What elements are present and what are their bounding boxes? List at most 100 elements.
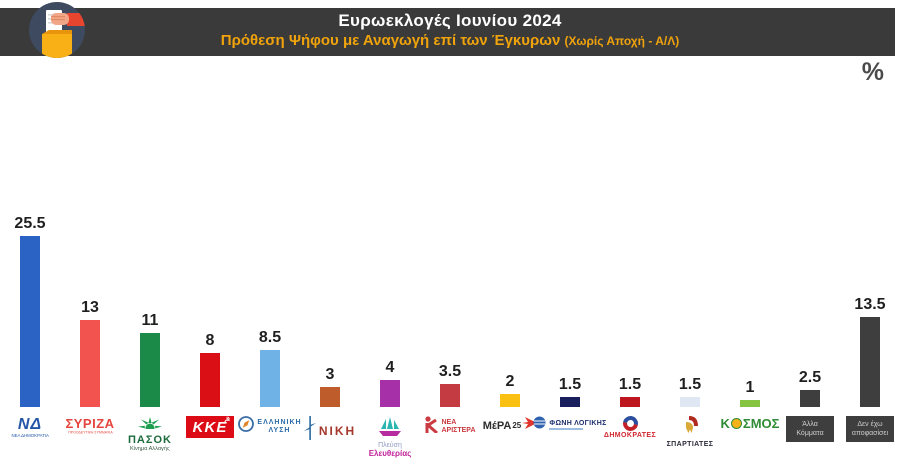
party-column-nd: 25.5 ΝΔ ΝΕΑ ΔΗΜΟΚΡΑΤΙΑ [0,70,60,474]
dimokrates-logo: ΔΗΜΟΚΡΑΤΕΣ [603,413,657,439]
alla-kommata-label: Άλλα Κόμματα [786,416,834,442]
bar-elliniki-lysi [260,350,280,407]
nea-aristera-figure-icon [424,416,439,438]
foni-logikis-logo: ΦΩΝΗ ΛΟΓΙΚΗΣ [533,416,606,434]
party-column-pasok: 11 ΠΑΣΟΚ Κίνημα Αλλαγής [120,70,180,474]
kosmos-k: Κ [720,416,730,431]
bar-value-label: 1 [745,379,755,397]
nea-aristera-line1: ΝΕΑ [441,419,457,426]
nd-logo: ΝΔ ΝΕΑ ΔΗΜΟΚΡΑΤΙΑ [0,416,60,441]
spartiates-logo: ΣΠΑΡΤΙΑΤΕΣ [667,416,714,448]
subtitle-note: (Χωρίς Αποχή - Α/Λ) [564,34,680,48]
bar-plefsi [380,380,400,407]
party-column-foni-logikis: 1.5 ΦΩΝΗ ΛΟΓΙΚΗΣ [533,70,606,474]
bar-value-label: 2.5 [798,369,822,387]
nea-aristera-logo: ΝΕΑ ΑΡΙΣΤΕΡΑ [424,416,476,438]
plefsi-logo: Πλεύση Ελευθερίας [369,416,411,458]
bar-syriza [80,319,100,407]
foni-logikis-tagline [549,428,584,430]
party-column-mera25: 2 ΜέΡΑ 25 [480,70,540,474]
bar-kosmos [740,400,760,407]
bar-foni-logikis [560,396,580,407]
page-title: Ευρωεκλογές Ιουνίου 2024 [338,11,562,30]
bar-value-label: 1.5 [678,375,702,393]
bar-value-label: 1.5 [618,375,642,393]
mera25-mark: ΜέΡΑ [482,419,512,432]
niki-logo: ΝΙΚΗ [303,416,357,445]
party-column-undecided: 13.5 Δεν έχω αποφασίσει [840,70,900,474]
bar-value-label: 13.5 [854,295,886,313]
party-column-dimokrates: 1.5 ΔΗΜΟΚΡΑΤΕΣ [600,70,660,474]
bar-dimokrates [620,396,640,407]
mera25-logo: ΜέΡΑ 25 [483,416,538,435]
pasok-mark: ΠΑΣΟΚ [127,434,172,446]
bar-mera25 [500,393,520,407]
page-subtitle: Πρόθεση Ψήφου με Αναγωγή επί των Έγκυρων… [0,32,900,49]
party-column-syriza: 13 ΣΥΡΙΖΑ ΠΡΟΟΔΕΥΤΙΚΗ ΣΥΜΜΑΧΙΑ [60,70,120,474]
kke-logo: ☭ ΚΚΕ [185,416,235,438]
bar-nd [20,236,40,407]
dimokrates-mark: ΔΗΜΟΚΡΑΤΕΣ [603,432,657,439]
undecided-label: Δεν έχω αποφασίσει [846,416,894,442]
header-bar [0,8,895,56]
kosmos-rest: ΣΜΟΣ [742,416,780,431]
sailboat-icon [377,416,403,442]
bar-value-label: 4 [385,359,395,377]
party-column-niki: 3 ΝΙΚΗ [300,70,360,474]
kosmos-sun-icon [730,418,742,429]
pasok-sub-label: Κίνημα Αλλαγής [130,446,170,452]
subtitle-main: Πρόθεση Ψήφου με Αναγωγή επί των Έγκυρων [220,32,561,49]
globe-icon [533,416,546,434]
kosmos-logo: Κ ΣΜΟΣ [721,416,780,431]
party-column-nea-aristera: 3.5 ΝΕΑ ΑΡΙΣΤΕΡΑ [420,70,480,474]
bar-nea-aristera [440,383,460,407]
hammer-sickle-icon: ☭ [224,417,232,424]
alla-kommata-line2: Κόμματα [796,430,824,437]
nd-mark: ΝΔ [17,416,43,433]
elliniki-lysi-line2: ΛΥΣΗ [268,426,291,434]
bar-value-label: 2 [505,372,515,390]
party-column-kke: 8 ☭ ΚΚΕ [180,70,240,474]
elliniki-lysi-logo: ΕΛΛΗΝΙΚΗ ΛΥΣΗ [238,416,301,437]
bar-undecided [860,316,880,407]
bar-kke [200,353,220,407]
bar-value-label: 25.5 [14,215,46,233]
niki-mark: ΝΙΚΗ [318,423,357,438]
niki-wing-icon [303,416,316,445]
compass-icon [238,416,255,437]
bar-value-label: 13 [81,298,99,316]
bar-value-label: 11 [141,312,159,330]
bar-alla-kommata [800,390,820,407]
syriza-mark: ΣΥΡΙΖΑ [65,416,115,431]
bar-value-label: 8.5 [258,329,282,346]
nd-sub-label: ΝΕΑ ΔΗΜΟΚΡΑΤΙΑ [11,434,49,439]
party-column-elliniki-lysi: 8.5 ΕΛΛΗΝΙΚΗ ΛΥΣΗ [238,70,301,474]
pasok-logo: ΠΑΣΟΚ Κίνημα Αλλαγής [125,416,175,453]
bar-value-label: 3 [325,365,335,383]
bar-value-label: 1.5 [558,375,582,393]
bar-chart: 25.5 ΝΔ ΝΕΑ ΔΗΜΟΚΡΑΤΙΑ 13 ΣΥΡΙΖΑ ΠΡΟΟΔΕΥ… [0,70,900,474]
foni-logikis-mark: ΦΩΝΗ ΛΟΓΙΚΗΣ [549,420,607,427]
plefsi-line1: Πλεύση [378,442,402,449]
bar-spartiates [680,396,700,407]
mera25-number: 25 [512,421,522,430]
syriza-logo: ΣΥΡΙΖΑ ΠΡΟΟΔΕΥΤΙΚΗ ΣΥΜΜΑΧΙΑ [46,416,135,438]
bar-value-label: 3.5 [438,362,462,380]
undecided-line2: αποφασίσει [851,430,889,437]
syriza-sub-label: ΠΡΟΟΔΕΥΤΙΚΗ ΣΥΜΜΑΧΙΑ [67,431,113,435]
alla-kommata-line1: Άλλα [802,421,818,428]
dimokrates-ring-icon [619,413,641,434]
party-column-plefsi: 4 Πλεύση Ελευθερίας [360,70,420,474]
kke-mark: ΚΚΕ [192,419,228,436]
spartiates-mark: ΣΠΑΡΤΙΑΤΕΣ [666,441,714,448]
party-column-alla-kommata: 2.5 Άλλα Κόμματα [780,70,840,474]
bar-niki [320,386,340,407]
ballot-box-icon [29,2,85,58]
undecided-line1: Δεν έχω [857,421,883,428]
nea-aristera-line2: ΑΡΙΣΤΕΡΑ [441,427,476,434]
party-column-kosmos: 1 Κ ΣΜΟΣ [720,70,780,474]
bar-value-label: 8 [205,332,215,350]
party-column-spartiates: 1.5 ΣΠΑΡΤΙΑΤΕΣ [660,70,720,474]
swallow-icon [522,416,538,435]
pasok-sun-icon [137,416,162,434]
